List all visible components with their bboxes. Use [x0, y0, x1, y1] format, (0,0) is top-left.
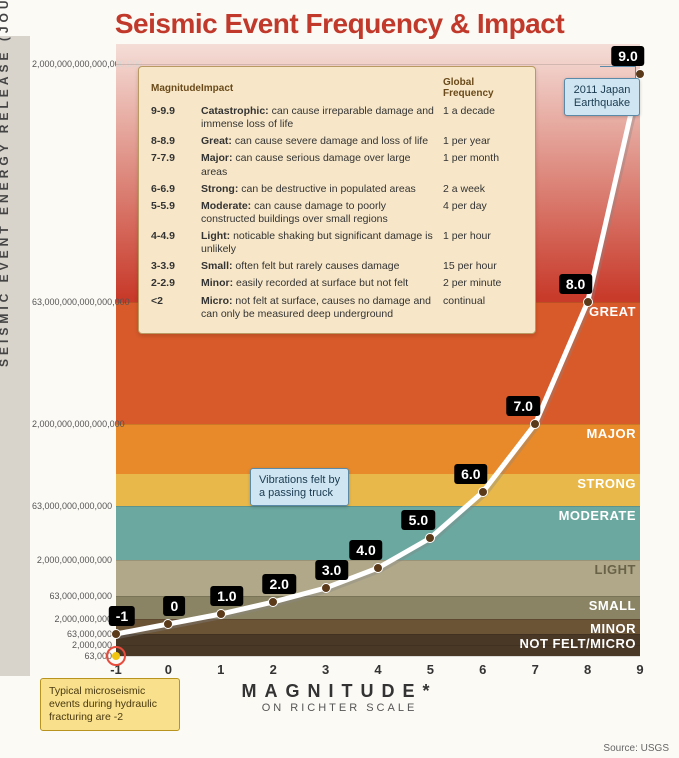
legend-mag: 3-3.9: [151, 258, 201, 275]
y-tick-label: 2,000,000,000: [32, 614, 112, 624]
data-point: [163, 619, 173, 629]
y-tick-label: 63,000,000,000,000: [32, 501, 112, 511]
gridline: [116, 656, 640, 657]
legend-impact: Moderate: can cause damage to poorly con…: [201, 198, 443, 228]
data-point: [425, 533, 435, 543]
callout-truck: Vibrations felt bya passing truck: [250, 468, 349, 506]
legend-freq: 1 per month: [443, 150, 523, 180]
legend-impact: Strong: can be destructive in populated …: [201, 181, 443, 198]
x-tick-label: 8: [584, 662, 591, 677]
y-axis-label: SEISMIC EVENT ENERGY RELEASE (JOULES): [0, 0, 11, 367]
legend-mag: 9-9.9: [151, 103, 201, 133]
y-tick-label: 63,000,000,000,000,000: [32, 297, 112, 307]
x-tick-label: 0: [165, 662, 172, 677]
legend-mag: 6-6.9: [151, 181, 201, 198]
legend-row: 3-3.9Small: often felt but rarely causes…: [151, 258, 523, 275]
callout-japan: 2011 JapanEarthquake: [564, 78, 640, 116]
legend-freq: 2 a week: [443, 181, 523, 198]
data-point: [478, 487, 488, 497]
chart-container: Seismic Event Frequency & Impact SEISMIC…: [0, 0, 679, 758]
data-point-label: 7.0: [506, 396, 539, 416]
data-point-label: 2.0: [262, 574, 295, 594]
legend-impact: Major: can cause serious damage over lar…: [201, 150, 443, 180]
x-tick-label: 5: [427, 662, 434, 677]
x-tick-label: 2: [270, 662, 277, 677]
data-point-label: 1.0: [210, 586, 243, 606]
y-tick-label: 63,000: [32, 651, 112, 661]
x-tick-label: 3: [322, 662, 329, 677]
legend-header-impact: Impact: [201, 77, 443, 103]
legend-freq: 2 per minute: [443, 275, 523, 292]
legend-mag: 2-2.9: [151, 275, 201, 292]
data-point: [583, 297, 593, 307]
y-tick-label: 63,000,000,000: [32, 591, 112, 601]
y-tick-label: 2,000,000,000,000,000,000: [32, 59, 112, 69]
legend-mag: 5-5.9: [151, 198, 201, 228]
data-point-label: 9.0: [611, 46, 644, 66]
legend-box: Magnitude Impact Global Frequency 9-9.9C…: [138, 66, 536, 334]
target-dot-icon: [112, 652, 120, 660]
legend-impact: Minor: easily recorded at surface but no…: [201, 275, 443, 292]
legend-freq: continual: [443, 293, 523, 323]
legend-freq: 1 per year: [443, 133, 523, 150]
x-tick-label: 7: [532, 662, 539, 677]
data-point-label: 4.0: [349, 540, 382, 560]
y-tick-label: 2,000,000,000,000,000: [32, 419, 112, 429]
data-point: [530, 419, 540, 429]
data-point-label: 3.0: [315, 560, 348, 580]
x-tick-label: 6: [479, 662, 486, 677]
data-point-label: 8.0: [559, 274, 592, 294]
data-point: [321, 583, 331, 593]
legend-row: 7-7.9Major: can cause serious damage ove…: [151, 150, 523, 180]
legend-row: 6-6.9Strong: can be destructive in popul…: [151, 181, 523, 198]
legend-freq: 4 per day: [443, 198, 523, 228]
callout-fracking: Typical microseismicevents during hydrau…: [40, 678, 180, 731]
data-point: [111, 629, 121, 639]
data-point: [373, 563, 383, 573]
legend-impact: Catastrophic: can cause irreparable dama…: [201, 103, 443, 133]
legend-mag: <2: [151, 293, 201, 323]
legend-impact: Light: noticable shaking but significant…: [201, 228, 443, 258]
source-label: Source: USGS: [603, 743, 669, 754]
data-point: [268, 597, 278, 607]
legend-impact: Micro: not felt at surface, causes no da…: [201, 293, 443, 323]
data-point-label: 0: [163, 596, 185, 616]
legend-table: Magnitude Impact Global Frequency 9-9.9C…: [151, 77, 523, 323]
legend-mag: 4-4.9: [151, 228, 201, 258]
legend-row: 5-5.9Moderate: can cause damage to poorl…: [151, 198, 523, 228]
y-tick-label: 2,000,000,000,000: [32, 555, 112, 565]
legend-impact: Small: often felt but rarely causes dama…: [201, 258, 443, 275]
legend-freq: 1 a decade: [443, 103, 523, 133]
x-tick-label: 4: [374, 662, 381, 677]
x-tick-label: 1: [217, 662, 224, 677]
data-point-label: 6.0: [454, 464, 487, 484]
legend-impact: Great: can cause severe damage and loss …: [201, 133, 443, 150]
legend-row: 4-4.9Light: noticable shaking but signif…: [151, 228, 523, 258]
legend-header-frequency: Global Frequency: [443, 77, 523, 103]
legend-header-magnitude: Magnitude: [151, 77, 201, 103]
y-tick-label: 2,000,000: [32, 640, 112, 650]
legend-row: 2-2.9Minor: easily recorded at surface b…: [151, 275, 523, 292]
data-point: [216, 609, 226, 619]
chart-title: Seismic Event Frequency & Impact: [0, 8, 679, 40]
x-tick-label: 9: [636, 662, 643, 677]
legend-row: 8-8.9Great: can cause severe damage and …: [151, 133, 523, 150]
data-point-label: -1: [109, 606, 135, 626]
legend-row: <2Micro: not felt at surface, causes no …: [151, 293, 523, 323]
legend-mag: 8-8.9: [151, 133, 201, 150]
legend-mag: 7-7.9: [151, 150, 201, 180]
legend-freq: 1 per hour: [443, 228, 523, 258]
legend-freq: 15 per hour: [443, 258, 523, 275]
y-tick-label: 63,000,000: [32, 629, 112, 639]
data-point-label: 5.0: [402, 510, 435, 530]
legend-row: 9-9.9Catastrophic: can cause irreparable…: [151, 103, 523, 133]
